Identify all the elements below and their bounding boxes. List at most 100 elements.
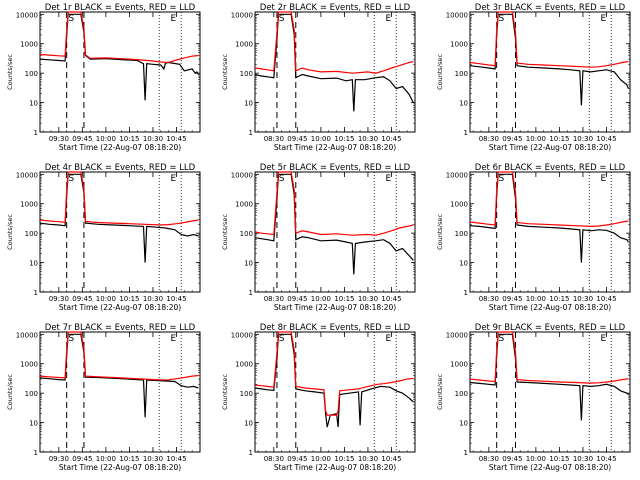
y-axis-label: Counts/sec [6,214,14,250]
y-tick-label: 1 [464,129,468,137]
y-tick-label: 1000 [20,41,38,49]
start-flag-glyph: S [499,174,505,184]
x-tick-label: 09:45 [287,455,307,463]
end-flag-glyph: E [600,14,606,24]
y-axis-label: Counts/sec [6,54,14,90]
y-tick-label: 100 [455,70,468,78]
x-axis-label: Start Time (22-Aug-07 08:18:20) [274,463,396,472]
y-tick-label: 100 [455,390,468,398]
y-tick-label: 10000 [231,11,253,19]
y-tick-label: 10000 [446,331,468,339]
y-tick-label: 10000 [446,171,468,179]
chart-title: Det 5r BLACK = Events, RED = LLD [260,163,411,173]
x-tick-label: 08:30 [479,295,499,303]
y-tick-label: 10 [29,260,38,268]
x-tick-label: 10:15 [119,135,139,143]
x-tick-label: 10:15 [549,135,569,143]
x-axis-label: Start Time (22-Aug-07 08:18:20) [59,143,181,152]
y-tick-label: 1 [249,289,253,297]
x-tick-label: 10:45 [596,135,616,143]
y-tick-label: 100 [455,230,468,238]
end-flag-glyph: E [385,334,391,344]
start-flag-glyph: S [69,334,75,344]
x-tick-label: 09:30 [49,135,69,143]
plot-frame [39,171,201,293]
y-tick-label: 100 [25,230,38,238]
chart-title: Det 7r BLACK = Events, RED = LLD [45,323,196,333]
y-tick-label: 1000 [20,361,38,369]
x-tick-label: 10:15 [549,455,569,463]
x-tick-label: 10:30 [573,295,593,303]
x-tick-label: 08:30 [264,295,284,303]
end-flag-glyph: E [600,334,606,344]
y-tick-label: 1000 [235,41,253,49]
y-axis-label: Counts/sec [436,54,444,90]
lld-series-line [39,331,199,381]
panel-det-3: Det 3r BLACK = Events, RED = LLD Counts/s… [436,3,631,152]
end-flag-glyph: E [170,174,176,184]
end-flag-glyph: E [600,174,606,184]
y-tick-label: 1 [34,289,38,297]
y-tick-label: 1 [464,449,468,457]
panel-det-5: Det 5r BLACK = Events, RED = LLD Counts/s… [221,163,416,312]
x-axis-label: Start Time (22-Aug-07 08:18:20) [489,463,611,472]
x-tick-label: 10:00 [526,295,546,303]
panel-det-4: Det 4r BLACK = Events, RED = LLD Counts/s… [6,163,201,312]
x-tick-label: 10:15 [334,455,354,463]
x-axis-label: Start Time (22-Aug-07 08:18:20) [489,303,611,312]
y-tick-label: 100 [25,390,38,398]
x-tick-label: 10:00 [96,455,116,463]
x-tick-label: 09:45 [72,455,92,463]
y-axis-label: Counts/sec [221,374,229,410]
plot-frame [39,331,201,453]
x-tick-label: 08:30 [479,455,499,463]
x-tick-label: 10:45 [166,295,186,303]
y-tick-label: 1000 [235,361,253,369]
y-tick-label: 10 [459,100,468,108]
chart-title: Det 3r BLACK = Events, RED = LLD [475,3,626,13]
y-tick-label: 1000 [450,361,468,369]
x-tick-label: 10:15 [334,295,354,303]
y-tick-label: 10 [244,420,253,428]
lld-series-line [469,331,629,384]
plot-frame [254,171,416,293]
x-tick-label: 10:15 [119,455,139,463]
x-tick-label: 10:15 [334,135,354,143]
x-axis-label: Start Time (22-Aug-07 08:18:20) [274,143,396,152]
x-tick-label: 10:30 [573,135,593,143]
x-tick-label: 10:00 [96,295,116,303]
panel-det-2: Det 2r BLACK = Events, RED = LLD Counts/s… [221,3,416,152]
x-tick-label: 10:00 [311,135,331,143]
x-tick-label: 09:45 [72,135,92,143]
y-tick-label: 10 [29,100,38,108]
y-tick-label: 10000 [16,11,38,19]
y-tick-label: 10 [29,420,38,428]
x-tick-label: 09:30 [49,295,69,303]
x-axis-label: Start Time (22-Aug-07 08:18:20) [274,303,396,312]
x-tick-label: 10:30 [143,295,163,303]
x-tick-label: 10:15 [549,295,569,303]
x-tick-label: 10:30 [573,455,593,463]
panel-det-7: Det 7r BLACK = Events, RED = LLD Counts/s… [6,323,201,472]
x-tick-label: 10:30 [143,135,163,143]
start-flag-glyph: S [69,14,75,24]
y-tick-label: 10 [459,260,468,268]
x-axis-label: Start Time (22-Aug-07 08:18:20) [59,303,181,312]
x-tick-label: 10:30 [358,295,378,303]
x-tick-label: 10:30 [358,135,378,143]
chart-title: Det 1r BLACK = Events, RED = LLD [45,3,196,13]
x-tick-label: 09:45 [287,135,307,143]
y-axis-label: Counts/sec [436,214,444,250]
x-tick-label: 10:45 [166,455,186,463]
start-flag-glyph: S [499,14,505,24]
x-tick-label: 10:45 [596,455,616,463]
x-tick-label: 10:45 [166,135,186,143]
x-tick-label: 09:45 [502,295,522,303]
y-tick-label: 1000 [450,201,468,209]
y-tick-label: 10000 [446,11,468,19]
y-tick-label: 1 [249,449,253,457]
x-tick-label: 10:00 [311,295,331,303]
y-tick-label: 1 [249,129,253,137]
y-tick-label: 100 [240,390,253,398]
